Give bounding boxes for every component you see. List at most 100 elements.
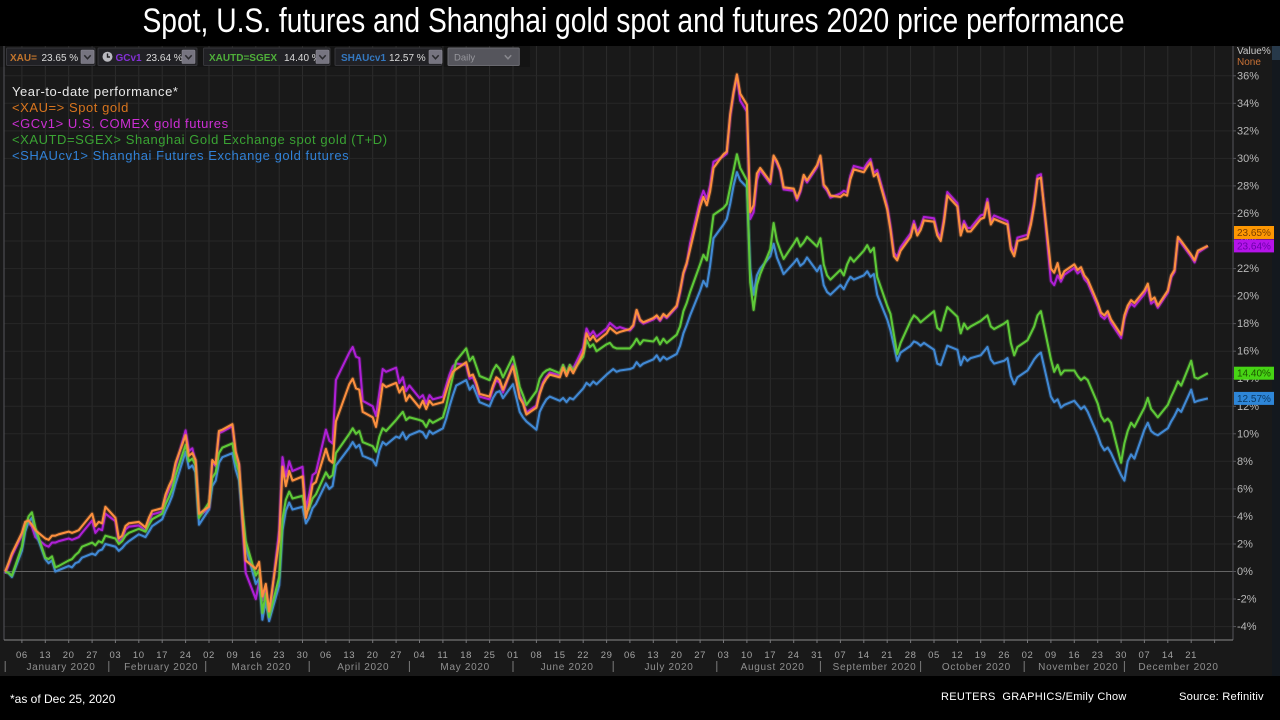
svg-text:0%: 0% [1237, 566, 1253, 578]
svg-text:18: 18 [460, 650, 472, 661]
svg-text:July 2020: July 2020 [644, 662, 693, 673]
svg-text:03: 03 [110, 650, 122, 661]
svg-text:06: 06 [16, 650, 28, 661]
svg-text:11: 11 [437, 650, 448, 661]
svg-text:-4%: -4% [1237, 621, 1257, 633]
svg-text:June 2020: June 2020 [541, 662, 594, 673]
svg-text:01: 01 [507, 650, 519, 661]
svg-text:17: 17 [156, 650, 168, 661]
svg-text:Year-to-date performance*: Year-to-date performance* [12, 84, 178, 99]
svg-text:<XAUTD=SGEX> Shanghai Gold Exc: <XAUTD=SGEX> Shanghai Gold Exchange spot… [12, 132, 388, 147]
svg-text:23.65 %: 23.65 % [42, 53, 79, 64]
svg-text:21: 21 [1185, 650, 1197, 661]
svg-text:20: 20 [367, 650, 379, 661]
svg-text:30: 30 [1115, 650, 1127, 661]
svg-text:26: 26 [998, 650, 1010, 661]
svg-text:20: 20 [671, 650, 683, 661]
svg-text:GCv1: GCv1 [116, 53, 143, 64]
svg-text:13: 13 [647, 650, 659, 661]
svg-text:21: 21 [881, 650, 893, 661]
svg-text:14.40%: 14.40% [1237, 369, 1271, 380]
svg-text:10: 10 [133, 650, 145, 661]
svg-text:03: 03 [718, 650, 730, 661]
svg-text:20%: 20% [1237, 291, 1259, 303]
svg-text:13: 13 [343, 650, 355, 661]
svg-text:16: 16 [250, 650, 262, 661]
svg-text:December 2020: December 2020 [1138, 662, 1218, 673]
svg-text:25: 25 [484, 650, 496, 661]
svg-text:29: 29 [601, 650, 613, 661]
svg-text:-2%: -2% [1237, 594, 1257, 606]
svg-text:10%: 10% [1237, 428, 1259, 440]
svg-text:22%: 22% [1237, 263, 1259, 275]
svg-text:36%: 36% [1237, 70, 1259, 82]
svg-text:06: 06 [624, 650, 636, 661]
svg-text:12.57 %: 12.57 % [389, 53, 426, 64]
svg-text:23.64%: 23.64% [1237, 241, 1271, 252]
svg-text:30%: 30% [1237, 153, 1259, 165]
svg-text:None: None [1237, 57, 1261, 68]
svg-text:14: 14 [1162, 650, 1174, 661]
svg-text:6%: 6% [1237, 483, 1253, 495]
svg-text:12: 12 [952, 650, 964, 661]
svg-text:27: 27 [86, 650, 98, 661]
svg-text:18%: 18% [1237, 318, 1259, 330]
svg-text:17: 17 [764, 650, 776, 661]
svg-text:06: 06 [320, 650, 332, 661]
svg-text:Value%: Value% [1237, 46, 1271, 57]
svg-text:16%: 16% [1237, 346, 1259, 358]
svg-text:23: 23 [1092, 650, 1104, 661]
svg-text:32%: 32% [1237, 125, 1259, 137]
svg-text:XAU=: XAU= [10, 53, 37, 64]
svg-text:16: 16 [1068, 650, 1080, 661]
svg-text:Daily: Daily [454, 53, 475, 64]
svg-text:May 2020: May 2020 [440, 662, 490, 673]
svg-text:28%: 28% [1237, 180, 1259, 192]
svg-text:March 2020: March 2020 [231, 662, 291, 673]
svg-text:November 2020: November 2020 [1038, 662, 1118, 673]
svg-text:12.57%: 12.57% [1237, 394, 1271, 405]
svg-text:26%: 26% [1237, 208, 1259, 220]
svg-text:<GCv1> U.S. COMEX gold futures: <GCv1> U.S. COMEX gold futures [12, 116, 229, 131]
svg-text:27: 27 [694, 650, 706, 661]
svg-text:31: 31 [811, 650, 823, 661]
svg-text:September 2020: September 2020 [833, 662, 917, 673]
svg-text:19: 19 [975, 650, 987, 661]
svg-text:24: 24 [788, 650, 800, 661]
svg-text:4%: 4% [1237, 511, 1253, 523]
svg-text:05: 05 [928, 650, 940, 661]
svg-text:22: 22 [577, 650, 589, 661]
svg-text:07: 07 [1139, 650, 1151, 661]
svg-text:10: 10 [741, 650, 753, 661]
svg-text:02: 02 [1022, 650, 1034, 661]
svg-text:34%: 34% [1237, 98, 1259, 110]
svg-text:13: 13 [39, 650, 51, 661]
svg-text:27: 27 [390, 650, 402, 661]
svg-text:08: 08 [531, 650, 543, 661]
svg-text:23.65%: 23.65% [1237, 228, 1271, 239]
svg-text:October 2020: October 2020 [942, 662, 1011, 673]
svg-text:2%: 2% [1237, 539, 1253, 551]
svg-text:February 2020: February 2020 [124, 662, 198, 673]
svg-text:15: 15 [554, 650, 566, 661]
svg-text:January 2020: January 2020 [26, 662, 95, 673]
svg-text:28: 28 [905, 650, 917, 661]
svg-text:<SHAUcv1> Shanghai Futures Exc: <SHAUcv1> Shanghai Futures Exchange gold… [12, 148, 349, 163]
svg-text:04: 04 [414, 650, 426, 661]
svg-text:24: 24 [180, 650, 192, 661]
svg-text:14: 14 [858, 650, 870, 661]
svg-text:23.64 %: 23.64 % [146, 53, 183, 64]
svg-text:07: 07 [835, 650, 847, 661]
svg-text:30: 30 [297, 650, 309, 661]
svg-text:09: 09 [1045, 650, 1057, 661]
svg-text:23: 23 [273, 650, 285, 661]
svg-text:SHAUcv1: SHAUcv1 [341, 53, 386, 64]
svg-text:April 2020: April 2020 [337, 662, 389, 673]
svg-text:August 2020: August 2020 [741, 662, 805, 673]
svg-text:<XAU=> Spot gold: <XAU=> Spot gold [12, 100, 129, 115]
svg-text:09: 09 [227, 650, 239, 661]
svg-text:14.40 %: 14.40 % [284, 53, 321, 64]
svg-text:02: 02 [203, 650, 215, 661]
svg-text:8%: 8% [1237, 456, 1253, 468]
svg-text:XAUTD=SGEX: XAUTD=SGEX [209, 53, 277, 64]
